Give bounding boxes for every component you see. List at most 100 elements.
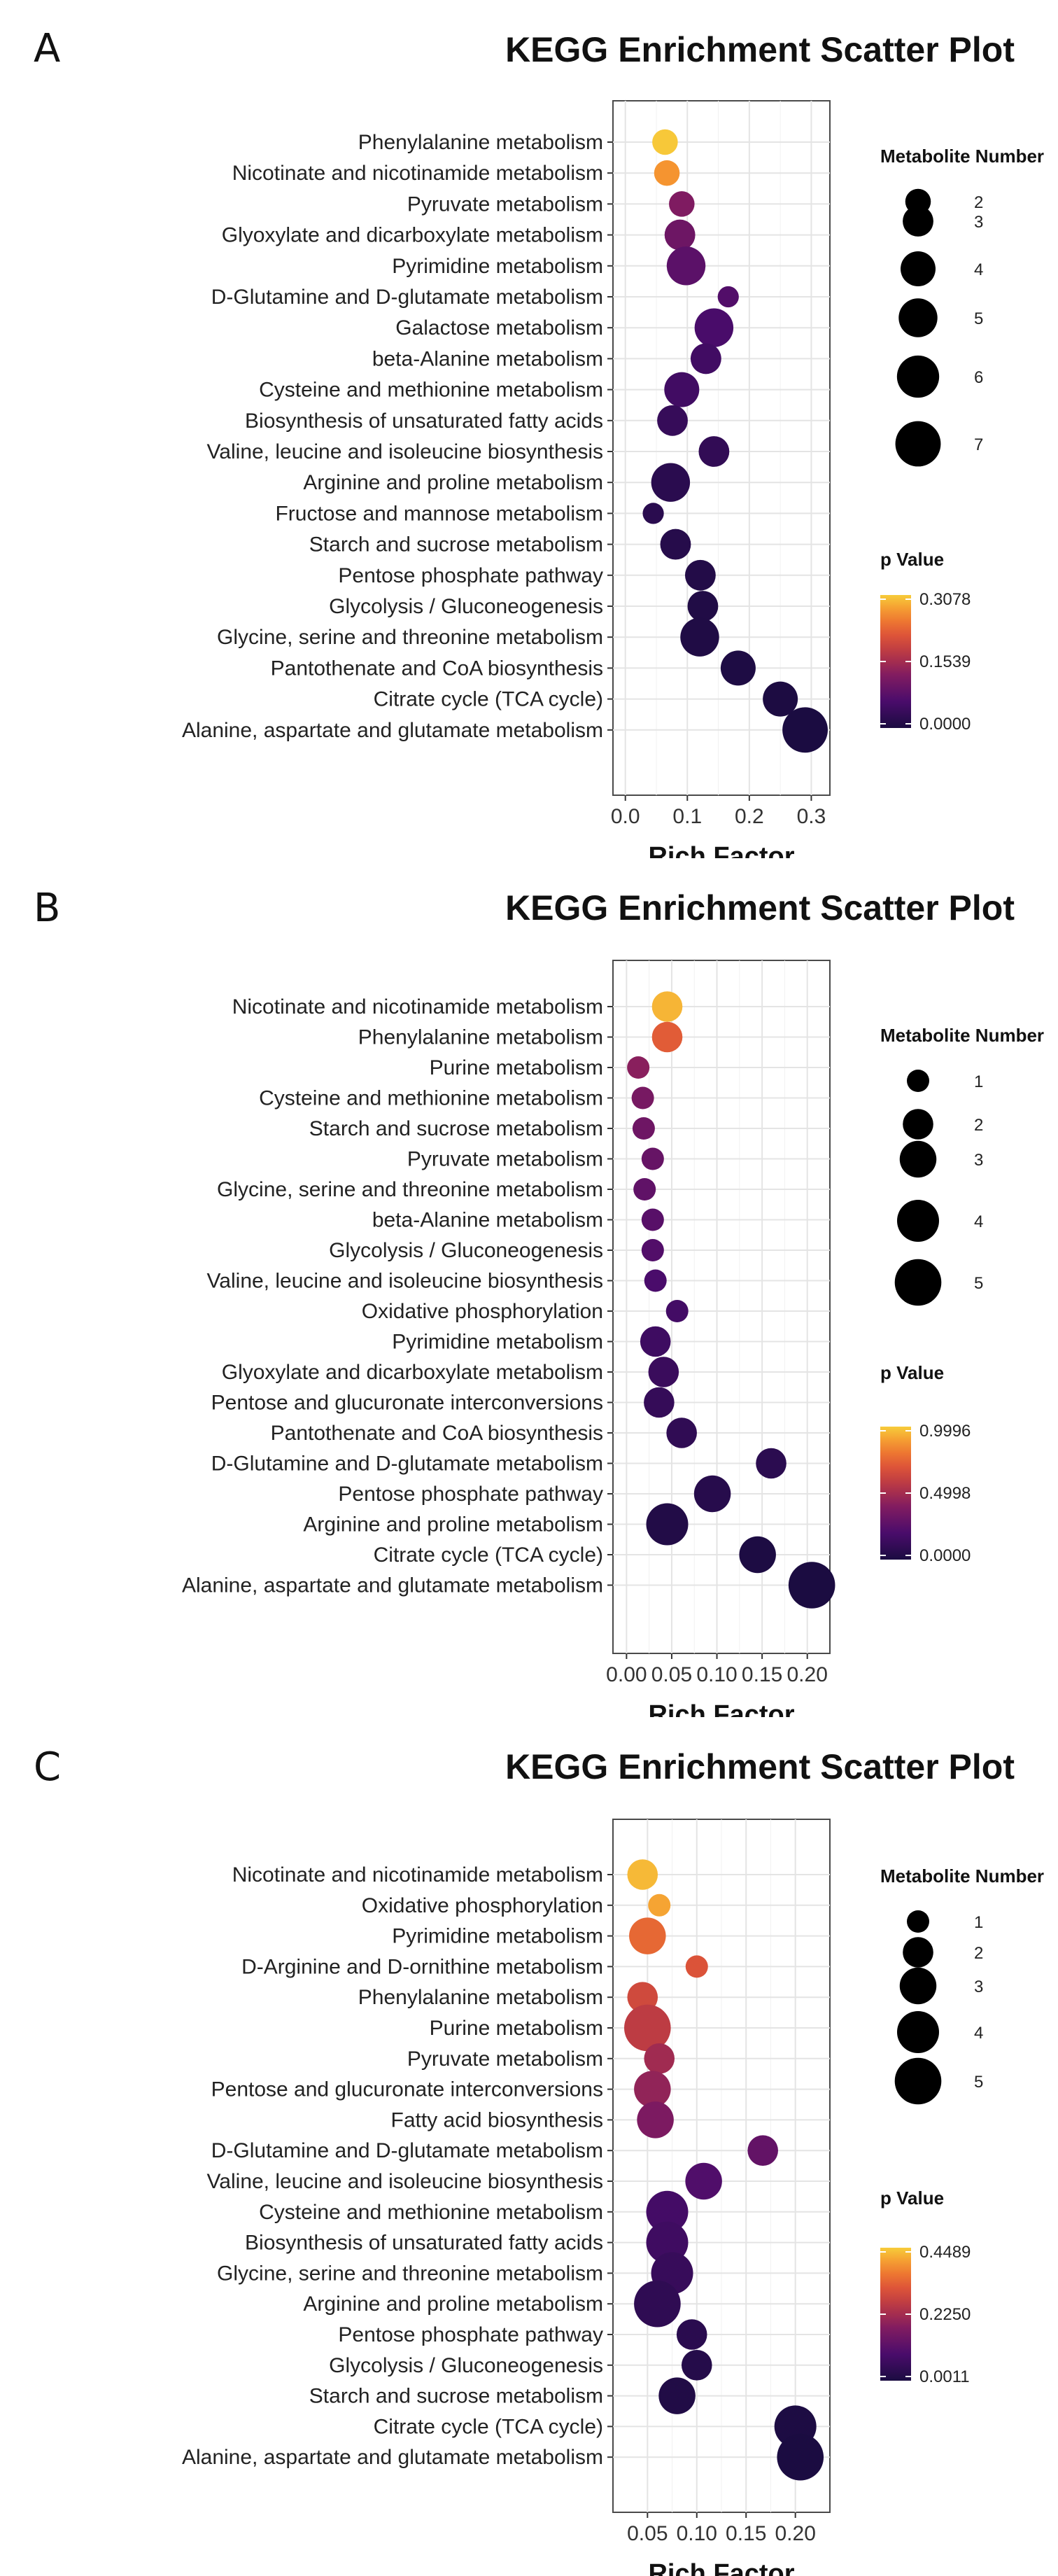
y-label-oxidative-phosphorylation: Oxidative phosphorylation <box>362 1894 603 1917</box>
x-tick-label-0-3: 0.3 <box>797 805 826 828</box>
point-pyruvate-metabolism <box>669 191 695 217</box>
x-tick-label-0-15: 0.15 <box>742 1663 782 1686</box>
color-legend-label-0-0000: 0.0000 <box>919 715 971 734</box>
x-axis-title-b: Rich Factor <box>648 1700 794 1717</box>
point-starch-and-sucrose-metabolism <box>660 528 691 560</box>
y-label-valine-leucine-and-isoleucine-biosynthesis: Valine, leucine and isoleucine biosynthe… <box>207 440 603 463</box>
size-legend-label-5: 5 <box>974 2073 983 2092</box>
point-cysteine-and-methionine-metabolism <box>646 2190 689 2233</box>
y-label-biosynthesis-of-unsaturated-fatty-acids: Biosynthesis of unsaturated fatty acids <box>245 410 603 433</box>
point-pyruvate-metabolism <box>644 2043 675 2074</box>
point-glycine-serine-and-threonine-metabolism <box>633 1178 656 1200</box>
point-phenylalanine-metabolism <box>651 1021 683 1053</box>
x-tick-label-0-05: 0.05 <box>627 2522 668 2545</box>
size-legend-dot-4 <box>901 251 936 286</box>
point-oxidative-phosphorylation <box>665 1300 689 1322</box>
point-glycolysis-gluconeogenesis <box>641 1239 664 1261</box>
size-legend-label-4: 4 <box>974 1212 983 1231</box>
y-label-pentose-and-glucuronate-interconversions: Pentose and glucuronate interconversions <box>211 2078 603 2101</box>
panel-letter-c: C <box>34 1744 61 1790</box>
panel-letter-b: B <box>34 886 60 931</box>
size-legend-dot-4 <box>897 2011 939 2053</box>
point-purine-metabolism <box>624 2004 671 2052</box>
y-label-galactose-metabolism: Galactose metabolism <box>395 316 603 340</box>
y-label-fructose-and-mannose-metabolism: Fructose and mannose metabolism <box>275 502 603 525</box>
y-label-arginine-and-proline-metabolism: Arginine and proline metabolism <box>303 2292 603 2316</box>
size-legend-title-b: Metabolite Number <box>880 1025 1044 1046</box>
point-pentose-phosphate-pathway <box>693 1475 731 1513</box>
y-label-glycolysis-gluconeogenesis: Glycolysis / Gluconeogenesis <box>329 595 603 618</box>
y-label-citrate-cycle-tca-cycle: Citrate cycle (TCA cycle) <box>374 2415 603 2438</box>
point-glyoxylate-and-dicarboxylate-metabolism <box>648 1357 679 1387</box>
point-pantothenate-and-coa-biosynthesis <box>720 650 756 686</box>
y-label-oxidative-phosphorylation: Oxidative phosphorylation <box>362 1300 603 1323</box>
color-legend-title-a: p Value <box>880 549 944 570</box>
size-legend-label-5: 5 <box>974 309 983 328</box>
y-label-d-glutamine-and-d-glutamate-metabolism: D-Glutamine and D-glutamate metabolism <box>211 286 603 309</box>
y-label-phenylalanine-metabolism: Phenylalanine metabolism <box>358 1026 603 1049</box>
color-legend-label-0-1539: 0.1539 <box>919 652 971 671</box>
point-beta-alanine-metabolism <box>641 1208 664 1231</box>
y-label-glycolysis-gluconeogenesis: Glycolysis / Gluconeogenesis <box>329 1239 603 1262</box>
point-galactose-metabolism <box>694 308 734 347</box>
size-legend-dot-3 <box>899 1967 937 2005</box>
point-nicotinate-and-nicotinamide-metabolism <box>654 160 680 186</box>
point-glyoxylate-and-dicarboxylate-metabolism <box>664 219 696 251</box>
point-alanine-aspartate-and-glutamate-metabolism <box>788 1562 835 1609</box>
panel-letter-a: A <box>34 26 60 71</box>
y-label-pyruvate-metabolism: Pyruvate metabolism <box>407 1148 603 1171</box>
size-legend-label-1: 1 <box>974 1913 983 1932</box>
point-oxidative-phosphorylation <box>648 1893 671 1917</box>
size-legend-dot-3 <box>899 1140 937 1178</box>
y-label-starch-and-sucrose-metabolism: Starch and sucrose metabolism <box>309 533 603 556</box>
y-label-pyruvate-metabolism: Pyruvate metabolism <box>407 2047 603 2071</box>
x-tick-label-0-15: 0.15 <box>726 2522 766 2545</box>
points-c <box>624 1859 824 2481</box>
y-label-pyruvate-metabolism: Pyruvate metabolism <box>407 192 603 216</box>
point-glycine-serine-and-threonine-metabolism <box>680 617 719 657</box>
point-pentose-and-glucuronate-interconversions <box>634 2071 671 2108</box>
panel-c-chart: C KEGG Enrichment Scatter Plot Nicotinate … <box>34 1744 1044 2576</box>
y-label-nicotinate-and-nicotinamide-metabolism: Nicotinate and nicotinamide metabolism <box>232 995 603 1018</box>
point-valine-leucine-and-isoleucine-biosynthesis <box>698 436 730 467</box>
point-biosynthesis-of-unsaturated-fatty-acids <box>657 405 688 436</box>
size-legend-dot-5 <box>898 298 938 337</box>
y-label-valine-leucine-and-isoleucine-biosynthesis: Valine, leucine and isoleucine biosynthe… <box>207 2170 603 2193</box>
x-tick-label-0-0: 0.0 <box>611 805 640 828</box>
x-tick-label-0-20: 0.20 <box>775 2522 815 2545</box>
x-tick-label-0-2: 0.2 <box>735 805 764 828</box>
y-label-citrate-cycle-tca-cycle: Citrate cycle (TCA cycle) <box>374 1544 603 1567</box>
size-legend-dot-2 <box>903 1937 933 1968</box>
y-label-d-arginine-and-d-ornithine-metabolism: D-Arginine and D-ornithine metabolism <box>241 1955 603 1978</box>
size-legend-label-6: 6 <box>974 368 983 387</box>
point-starch-and-sucrose-metabolism <box>658 2377 696 2414</box>
point-starch-and-sucrose-metabolism <box>632 1117 655 1140</box>
color-legend-label-0-0000: 0.0000 <box>919 1546 971 1565</box>
point-pentose-phosphate-pathway <box>684 559 716 591</box>
x-tick-label-0-1: 0.1 <box>672 805 702 828</box>
point-pentose-and-glucuronate-interconversions <box>644 1387 675 1418</box>
plot-title-b: KEGG Enrichment Scatter Plot <box>505 888 1015 927</box>
panel-a-chart: A KEGG Enrichment Scatter Plot Phenylalani… <box>34 26 1044 858</box>
point-d-arginine-and-d-ornithine-metabolism <box>685 1955 708 1978</box>
size-legend-label-3: 3 <box>974 213 983 232</box>
x-axis-title-a: Rich Factor <box>648 842 794 858</box>
point-pyrimidine-metabolism <box>640 1326 671 1357</box>
size-legend-label-2: 2 <box>974 1944 983 1963</box>
color-legend-title-c: p Value <box>880 2188 944 2208</box>
color-legend-label-0-3078: 0.3078 <box>919 590 971 609</box>
size-legend-title-c: Metabolite Number <box>880 1865 1044 1886</box>
size-legend-dot-5 <box>894 1259 942 1306</box>
x-tick-label-0-10: 0.10 <box>696 1663 737 1686</box>
point-pyrimidine-metabolism <box>629 1917 666 1954</box>
point-glycolysis-gluconeogenesis <box>687 591 719 622</box>
size-legend-label-2: 2 <box>974 1116 983 1135</box>
point-beta-alanine-metabolism <box>690 343 721 374</box>
plot-title-a: KEGG Enrichment Scatter Plot <box>505 30 1015 69</box>
y-label-alanine-aspartate-and-glutamate-metabolism: Alanine, aspartate and glutamate metabol… <box>182 719 603 742</box>
point-pyruvate-metabolism <box>641 1147 664 1170</box>
y-label-pyrimidine-metabolism: Pyrimidine metabolism <box>392 1925 603 1948</box>
y-label-beta-alanine-metabolism: beta-Alanine metabolism <box>372 347 603 370</box>
color-legend-title-b: p Value <box>880 1362 944 1383</box>
y-label-glycine-serine-and-threonine-metabolism: Glycine, serine and threonine metabolism <box>217 1178 603 1201</box>
